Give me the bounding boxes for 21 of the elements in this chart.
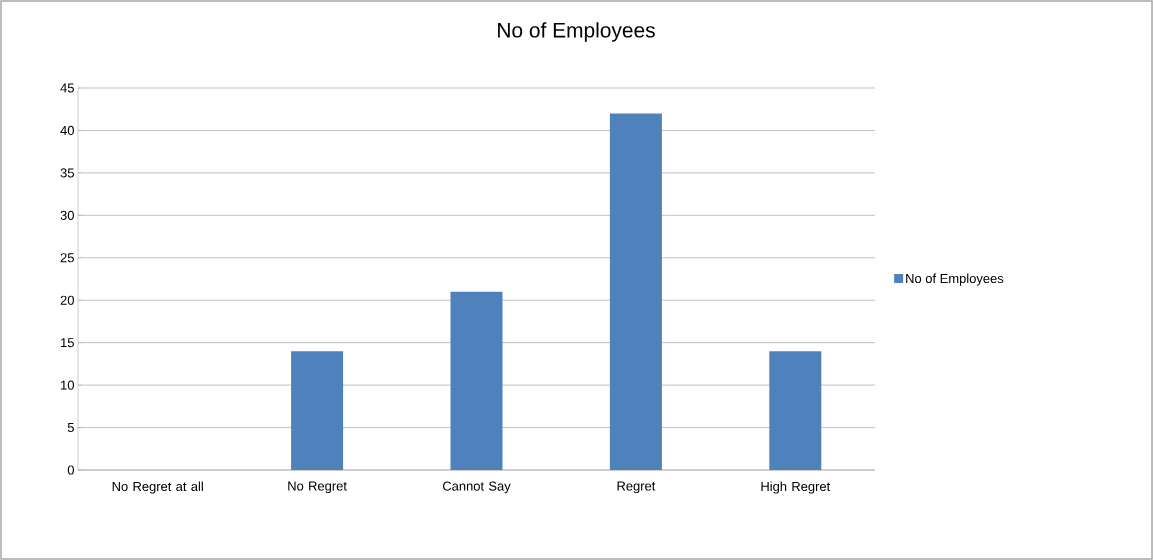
bar xyxy=(450,291,503,470)
y-tick-label: 35 xyxy=(60,168,74,178)
bar xyxy=(291,351,344,470)
y-tick-label: 40 xyxy=(60,125,74,136)
x-tick-label: No Regret xyxy=(288,481,347,494)
y-tick-label: 15 xyxy=(61,338,74,348)
bar xyxy=(769,351,822,470)
x-tick-label: Cannot Say xyxy=(442,481,511,494)
x-tick-label: Regret xyxy=(617,481,656,494)
y-tick-label: 30 xyxy=(60,210,74,220)
y-tick-label: 10 xyxy=(61,380,74,390)
y-tick-label: 25 xyxy=(60,253,74,263)
chart-title: No of Employees xyxy=(498,22,655,42)
x-tick-label: High Regret xyxy=(761,481,831,494)
y-tick-label: 0 xyxy=(67,465,74,475)
legend-label: No of Employees xyxy=(906,273,1004,286)
y-tick-label: 5 xyxy=(67,423,74,433)
y-tick-label: 45 xyxy=(60,83,74,93)
y-tick-label: 20 xyxy=(60,295,74,305)
x-tick-label: No Regret at all xyxy=(112,481,203,494)
bar xyxy=(609,113,662,470)
